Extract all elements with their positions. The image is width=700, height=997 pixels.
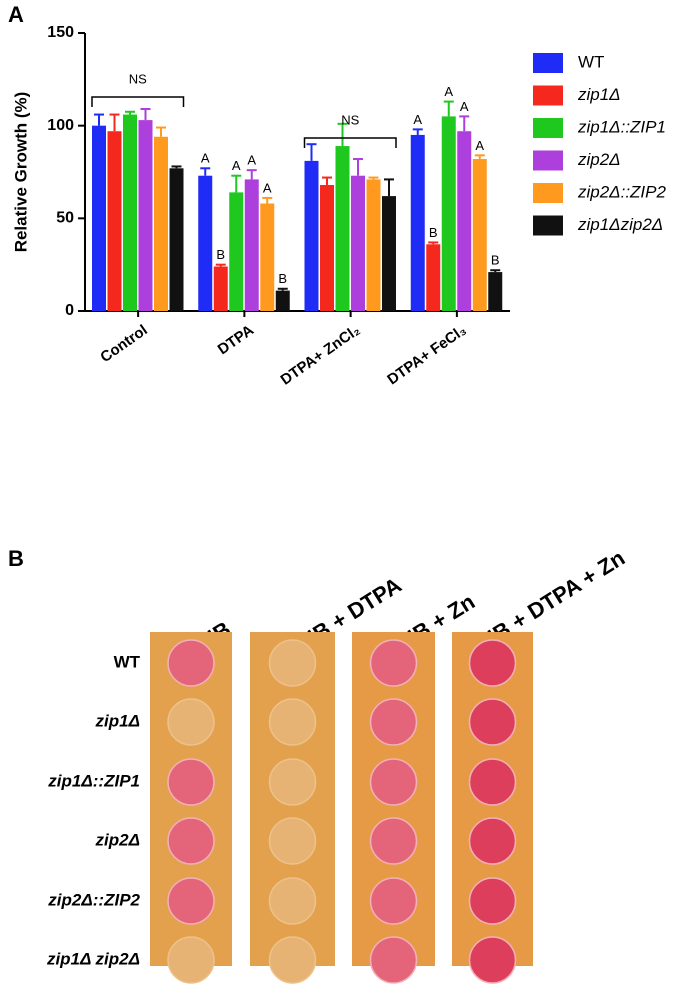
bar — [426, 244, 441, 311]
legend-swatch — [533, 183, 563, 203]
strain-label: zip1Δ — [95, 711, 140, 730]
y-tick-label: 0 — [65, 302, 74, 319]
colony-spot — [268, 758, 317, 806]
bar — [244, 179, 259, 311]
bar — [198, 175, 213, 311]
bar — [304, 160, 319, 311]
bar — [410, 134, 425, 311]
colony-spot — [369, 936, 418, 984]
significance-letter: B — [278, 271, 287, 286]
x-tick-label: DTPA — [215, 322, 257, 359]
colony-spot — [369, 639, 418, 687]
panel-label: A — [8, 2, 24, 27]
strain-label: zip2Δ — [95, 830, 140, 849]
colony-spot — [369, 758, 418, 806]
significance-letter: A — [232, 158, 241, 173]
bar — [154, 136, 168, 311]
panel-label: B — [8, 546, 24, 571]
bar — [472, 159, 487, 311]
x-tick-label: Control — [97, 322, 150, 367]
bar — [229, 192, 244, 311]
significance-letter: A — [247, 153, 256, 168]
significance-letter: A — [413, 112, 422, 127]
significance-letter: A — [444, 84, 453, 99]
strain-label: zip1Δ zip2Δ — [46, 949, 140, 968]
bar — [351, 175, 365, 311]
legend-swatch — [533, 53, 563, 73]
colony-spot — [268, 639, 317, 687]
legend-label: zip2Δ::ZIP2 — [577, 182, 666, 201]
colony-spot — [167, 758, 215, 806]
y-tick-label: 150 — [47, 24, 74, 41]
bar — [457, 131, 472, 311]
y-tick-label: 100 — [47, 117, 74, 134]
significance-letter: B — [216, 247, 225, 262]
significance-letter: B — [429, 225, 438, 240]
colony-spot — [268, 877, 317, 925]
legend-label: zip1Δzip2Δ — [577, 215, 663, 234]
legend-label: zip1Δ::ZIP1 — [577, 117, 666, 136]
bar — [213, 266, 228, 311]
x-tick-label: DTPA+ ZnCl₂ — [278, 322, 364, 389]
colony-spot — [167, 639, 215, 687]
legend-label: zip2Δ — [577, 150, 621, 169]
bar — [123, 114, 137, 312]
colony-spot — [369, 698, 418, 746]
bar — [441, 116, 456, 312]
legend-label: zip1Δ — [577, 85, 621, 104]
colony-spot — [268, 936, 317, 984]
colony-spot — [468, 936, 517, 984]
bracket — [303, 137, 397, 148]
bar — [107, 131, 122, 311]
legend-swatch — [533, 85, 563, 106]
significance-letter: A — [201, 151, 210, 166]
colony-spot — [167, 877, 215, 925]
legend-swatch — [533, 150, 563, 171]
significance-letter: A — [263, 180, 272, 195]
colony-spot — [468, 758, 517, 806]
bar — [138, 120, 153, 312]
significance-letter: A — [475, 138, 484, 153]
colony-spot — [167, 936, 215, 984]
legend-swatch — [533, 118, 563, 138]
strain-label: zip1Δ::ZIP1 — [47, 771, 140, 790]
legend-swatch — [533, 215, 563, 236]
bar — [366, 179, 381, 311]
colony-spot — [369, 877, 418, 925]
strain-label: WT — [114, 652, 141, 671]
y-tick-label: 50 — [56, 210, 74, 227]
colony-spot — [268, 817, 317, 865]
significance-letter: B — [491, 253, 500, 268]
bar — [382, 196, 396, 311]
bar — [488, 272, 503, 311]
bracket — [91, 96, 185, 107]
bar — [335, 146, 350, 311]
bar — [169, 168, 184, 311]
colony-spot — [468, 877, 517, 925]
bar — [260, 203, 275, 311]
legend-label: WT — [578, 52, 604, 71]
colony-spot — [468, 817, 517, 865]
annotation: NS — [341, 112, 359, 127]
colony-spot — [468, 698, 517, 746]
x-tick-label: DTPA+ FeCl₃ — [384, 322, 469, 389]
bar — [320, 184, 334, 311]
bar — [92, 125, 106, 312]
strain-label: zip2Δ::ZIP2 — [47, 890, 140, 909]
bar — [275, 290, 290, 311]
annotation: NS — [129, 71, 147, 86]
significance-letter: A — [460, 99, 469, 114]
colony-spot — [369, 817, 418, 865]
colony-spot — [468, 639, 517, 687]
colony-spot — [167, 817, 215, 865]
colony-spot — [268, 698, 317, 746]
colony-spot — [167, 698, 215, 746]
y-axis-label: Relative Growth (%) — [11, 92, 30, 253]
